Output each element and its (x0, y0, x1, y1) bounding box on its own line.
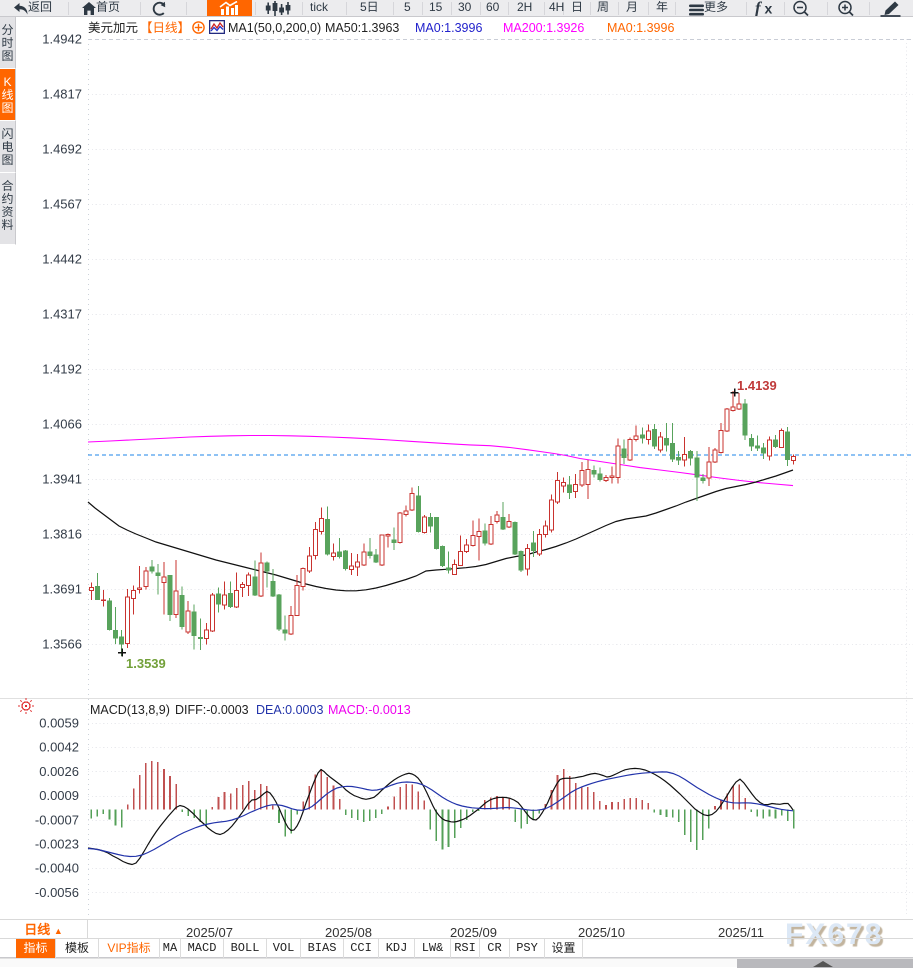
svg-text:DIFF:-0.0003: DIFF:-0.0003 (175, 703, 249, 717)
svg-text:-0.0056: -0.0056 (35, 885, 79, 900)
svg-text:f: f (755, 1, 763, 16)
svg-text:1.4692: 1.4692 (42, 142, 82, 157)
svg-text:0.0026: 0.0026 (39, 764, 79, 779)
svg-text:0.0009: 0.0009 (39, 788, 79, 803)
svg-text:1.4942: 1.4942 (42, 32, 82, 47)
svg-text:1.4567: 1.4567 (42, 197, 82, 212)
svg-text:1.4066: 1.4066 (42, 417, 82, 432)
svg-text:x: x (765, 1, 773, 16)
svg-text:1.4139: 1.4139 (737, 378, 777, 393)
svg-text:1.3566: 1.3566 (42, 637, 82, 652)
svg-text:0.0042: 0.0042 (39, 740, 79, 755)
svg-text:DEA:0.0003: DEA:0.0003 (256, 703, 323, 717)
svg-text:1.4317: 1.4317 (42, 307, 82, 322)
svg-text:1.4192: 1.4192 (42, 362, 82, 377)
svg-text:1.3691: 1.3691 (42, 582, 82, 597)
svg-text:1.4442: 1.4442 (42, 252, 82, 267)
svg-text:-0.0007: -0.0007 (35, 812, 79, 827)
svg-text:1.3816: 1.3816 (42, 527, 82, 542)
svg-text:1.3941: 1.3941 (42, 472, 82, 487)
svg-text:MACD:-0.0013: MACD:-0.0013 (328, 703, 411, 717)
svg-text:1.3539: 1.3539 (126, 656, 166, 671)
svg-text:-0.0023: -0.0023 (35, 837, 79, 852)
svg-text:1.4817: 1.4817 (42, 87, 82, 102)
svg-text:-0.0040: -0.0040 (35, 861, 79, 876)
svg-text:MACD(13,8,9): MACD(13,8,9) (90, 703, 170, 717)
svg-text:0.0059: 0.0059 (39, 716, 79, 731)
